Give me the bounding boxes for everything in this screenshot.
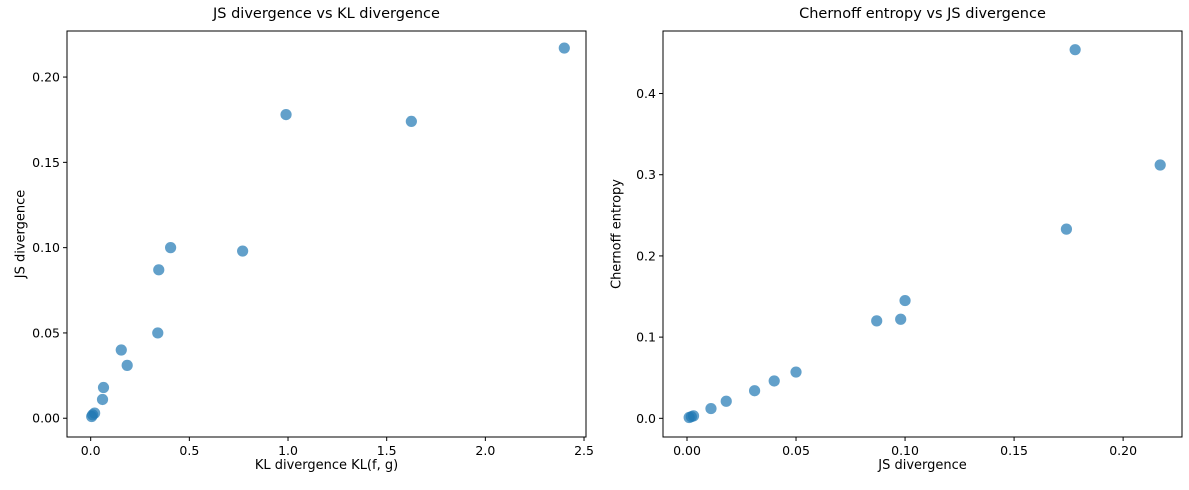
data-point	[165, 242, 177, 254]
x-axis-tick-label: 0.5	[179, 443, 199, 458]
data-point	[768, 375, 780, 387]
data-point	[748, 385, 761, 397]
y-axis-tick-label: 0.2	[636, 248, 656, 263]
right-plot-title: Chernoff entropy vs JS divergence	[799, 6, 1046, 22]
left-plot-xlabel: KL divergence KL(f, g)	[254, 458, 399, 473]
x-axis-tick-label: 2.0	[475, 443, 495, 458]
data-point	[405, 115, 417, 128]
plot-frame	[662, 30, 1183, 438]
y-axis-tick-label: 0.4	[636, 86, 656, 101]
x-axis-tick-label: 1.0	[278, 443, 298, 458]
y-axis-tick-label: 0.0	[636, 411, 656, 426]
data-point	[1060, 223, 1073, 235]
data-point	[899, 294, 911, 307]
x-axis-tick-label: 0.20	[1109, 443, 1137, 458]
y-axis-tick-label: 0.15	[32, 155, 60, 170]
data-point	[1154, 159, 1166, 171]
data-point	[558, 42, 570, 54]
data-point	[97, 381, 110, 394]
data-point	[705, 402, 717, 415]
x-axis-tick-label: 1.5	[377, 443, 397, 458]
data-point	[871, 315, 883, 327]
data-point	[115, 344, 127, 356]
y-axis-tick-label: 0.05	[32, 325, 60, 340]
data-point	[237, 245, 249, 257]
data-point	[96, 393, 109, 406]
x-axis-tick-label: 0.10	[891, 443, 919, 458]
data-point	[687, 410, 700, 422]
data-point	[280, 108, 292, 121]
y-axis-tick-label: 0.20	[32, 70, 60, 85]
x-axis-tick-label: 0.05	[782, 443, 810, 458]
left-plot-ylabel: JS divergence	[13, 189, 29, 279]
data-point	[1069, 44, 1081, 56]
y-axis-tick-label: 0.00	[32, 411, 60, 426]
data-point	[790, 366, 802, 378]
data-point	[895, 313, 907, 325]
data-point	[720, 395, 732, 407]
data-point	[153, 264, 165, 276]
plot-frame	[66, 30, 587, 438]
x-axis-tick-label: 0.15	[1000, 443, 1028, 458]
data-point	[121, 359, 133, 371]
left-plot-title: JS divergence vs KL divergence	[213, 6, 440, 22]
x-axis-tick-label: 2.5	[574, 443, 594, 458]
x-axis-tick-label: 0.00	[673, 443, 701, 458]
y-axis-tick-label: 0.3	[636, 167, 656, 182]
y-axis-tick-label: 0.1	[636, 330, 656, 345]
y-axis-tick-label: 0.10	[32, 240, 60, 255]
right-plot-ylabel: Chernoff entropy	[609, 178, 625, 290]
data-point	[89, 407, 101, 419]
data-point	[152, 327, 164, 339]
x-axis-tick-label: 0.0	[81, 443, 101, 458]
right-plot-xlabel: JS divergence	[878, 458, 967, 473]
